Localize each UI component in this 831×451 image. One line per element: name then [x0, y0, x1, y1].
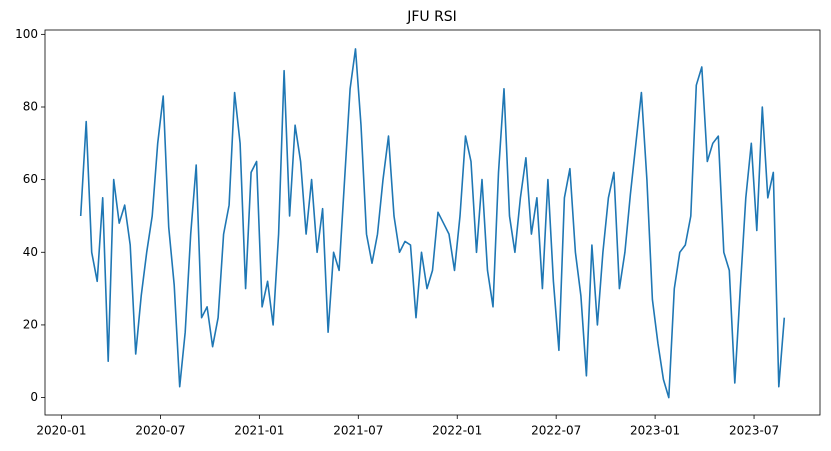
x-tick-label: 2023-07	[729, 424, 779, 438]
y-tick-label: 100	[15, 27, 38, 41]
x-tick-label: 2022-07	[531, 424, 581, 438]
plot-frame	[44, 29, 821, 416]
y-tick-label: 0	[30, 390, 38, 404]
chart-title: JFU RSI	[406, 9, 457, 25]
y-tick-label: 20	[23, 317, 38, 331]
x-tick-label: 2023-01	[630, 424, 680, 438]
x-tick-label: 2021-01	[234, 424, 284, 438]
x-tick-label: 2022-01	[432, 424, 482, 438]
x-tick-label: 2021-07	[333, 424, 383, 438]
x-tick-label: 2020-01	[36, 424, 86, 438]
y-tick-label: 80	[23, 100, 38, 114]
rsi-line	[79, 48, 786, 399]
x-tick-label: 2020-07	[135, 424, 185, 438]
y-tick-label: 40	[23, 245, 38, 259]
y-tick-label: 60	[23, 172, 38, 186]
